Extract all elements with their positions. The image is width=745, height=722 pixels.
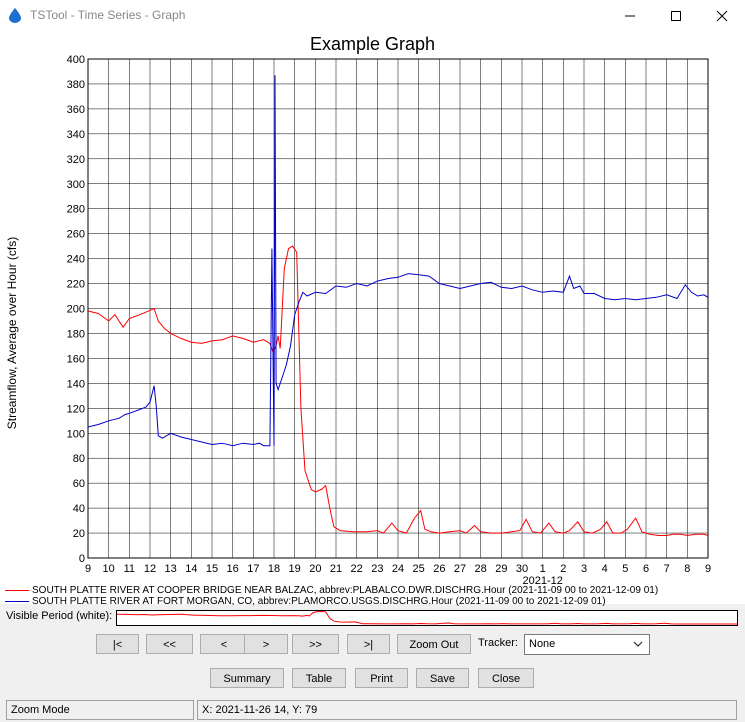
title-bar: TSTool - Time Series - Graph [0, 0, 745, 31]
x-tick-label: 1 [540, 563, 546, 575]
y-tick-label: 360 [67, 104, 85, 116]
x-tick-label: 18 [268, 563, 280, 575]
legend-label: SOUTH PLATTE RIVER AT COOPER BRIDGE NEAR… [32, 585, 659, 596]
legend-swatch-red [5, 589, 29, 591]
y-tick-label: 200 [67, 304, 85, 316]
previous-page-button[interactable]: << [146, 634, 193, 654]
close-button[interactable]: Close [478, 668, 534, 688]
x-tick-label: 9 [85, 563, 91, 575]
next-page-button[interactable]: >> [292, 634, 339, 654]
y-tick-label: 220 [67, 279, 85, 291]
x-tick-label: 20 [309, 563, 321, 575]
minimize-button[interactable] [607, 0, 653, 31]
x-tick-label: 26 [433, 563, 445, 575]
window-title: TSTool - Time Series - Graph [30, 8, 186, 22]
y-tick-label: 160 [67, 353, 85, 365]
x-tick-label: 13 [165, 563, 177, 575]
y-tick-label: 240 [67, 254, 85, 266]
summary-button[interactable]: Summary [210, 668, 284, 688]
close-window-button[interactable] [699, 0, 745, 31]
status-mode: Zoom Mode [6, 700, 194, 720]
visible-period-overview[interactable] [116, 610, 738, 626]
x-tick-label: 23 [371, 563, 383, 575]
x-tick-label: 6 [643, 563, 649, 575]
water-drop-icon [9, 8, 21, 23]
series-line-2 [87, 75, 709, 447]
x-tick-label: 15 [206, 563, 218, 575]
time-series-chart[interactable]: 0204060801001201401601802002202402602803… [0, 31, 745, 604]
y-tick-label: 20 [73, 528, 85, 540]
graph-panel[interactable]: 0 20 40 60 80 100 120 140 160 180 200 220 240 260 280 3… [0, 31, 745, 607]
x-tick-label: 9 [705, 563, 711, 575]
x-tick-label: 16 [227, 563, 239, 575]
last-button[interactable]: >| [347, 634, 390, 654]
table-button[interactable]: Table [292, 668, 346, 688]
x-tick-label: 2 [560, 563, 566, 575]
y-tick-label: 100 [67, 428, 85, 440]
x-tick-label: 12 [144, 563, 156, 575]
graph-title: Example Graph [309, 34, 436, 54]
previous-button[interactable]: < [200, 634, 248, 654]
zoom-out-button[interactable]: Zoom Out [397, 634, 471, 654]
visible-period-label: Visible Period (white): [6, 610, 113, 622]
x-tick-label: 27 [454, 563, 466, 575]
y-axis-label: Streamflow, Average over Hour (cfs) [5, 236, 19, 430]
x-tick-label: 10 [103, 563, 115, 575]
series-line-1 [87, 245, 709, 537]
tracker-select[interactable]: None [524, 634, 650, 655]
minimize-icon [625, 15, 635, 17]
overview-sparkline [116, 610, 737, 625]
y-tick-label: 60 [73, 478, 85, 490]
y-tick-label: 40 [73, 503, 85, 515]
chevron-down-icon [633, 641, 643, 647]
y-tick-label: 320 [67, 154, 85, 166]
save-button[interactable]: Save [416, 668, 469, 688]
first-button[interactable]: |< [96, 634, 139, 654]
legend-item-balzac: SOUTH PLATTE RIVER AT COOPER BRIDGE NEAR… [5, 585, 658, 596]
y-tick-label: 280 [67, 204, 85, 216]
x-tick-label: 19 [289, 563, 301, 575]
x-tick-label: 7 [664, 563, 670, 575]
next-button[interactable]: > [244, 634, 288, 654]
plot-frame [87, 58, 709, 559]
legend-item-fort-morgan: SOUTH PLATTE RIVER AT FORT MORGAN, CO, a… [5, 596, 606, 607]
x-tick-label: 29 [495, 563, 507, 575]
y-tick-label: 340 [67, 129, 85, 141]
tracker-label: Tracker: [478, 637, 518, 649]
status-coordinates: X: 2021-11-26 14, Y: 79 [197, 700, 737, 720]
overview-series-line [116, 610, 737, 625]
print-button[interactable]: Print [355, 668, 408, 688]
x-tick-label: 11 [124, 563, 135, 575]
maximize-icon [671, 11, 681, 21]
x-tick-label: 21 [330, 563, 342, 575]
x-tick-label: 24 [392, 563, 404, 575]
x-month-label: 2021-12 [522, 575, 562, 587]
y-tick-label: 120 [67, 403, 85, 415]
y-tick-label: 260 [67, 229, 85, 241]
y-tick-label: 140 [67, 378, 85, 390]
x-tick-label: 17 [247, 563, 259, 575]
x-tick-label: 25 [413, 563, 425, 575]
maximize-button[interactable] [653, 0, 699, 31]
y-tick-label: 400 [67, 54, 85, 66]
close-icon [716, 10, 728, 22]
x-tick-label: 4 [602, 563, 608, 575]
x-tick-label: 22 [351, 563, 363, 575]
x-tick-label: 28 [475, 563, 487, 575]
y-tick-label: 80 [73, 453, 85, 465]
x-tick-label: 14 [185, 563, 197, 575]
x-tick-label: 8 [684, 563, 690, 575]
y-tick-label: 180 [67, 328, 85, 340]
x-tick-label: 30 [516, 563, 528, 575]
y-tick-label: 300 [67, 179, 85, 191]
legend-label: SOUTH PLATTE RIVER AT FORT MORGAN, CO, a… [32, 596, 606, 607]
x-tick-label: 5 [622, 563, 628, 575]
y-tick-label: 0 [79, 553, 85, 565]
legend-swatch-blue [5, 600, 29, 602]
tracker-value: None [529, 638, 556, 650]
x-tick-label: 3 [581, 563, 587, 575]
y-tick-label: 380 [67, 79, 85, 91]
